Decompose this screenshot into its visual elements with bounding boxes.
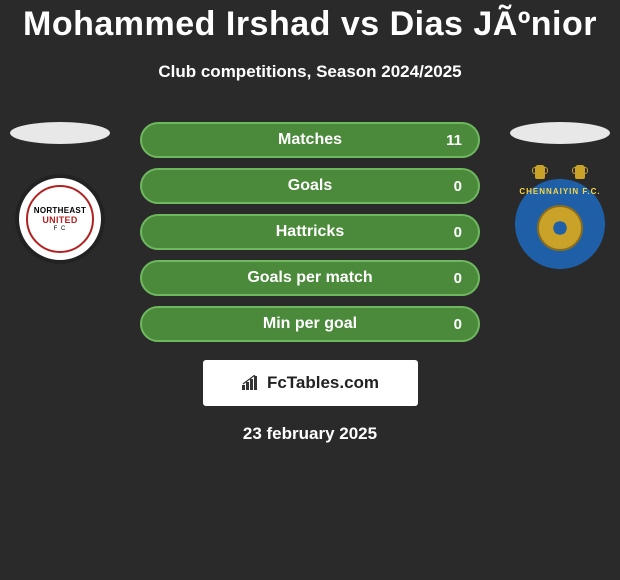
stat-right-value: 0 xyxy=(454,316,462,333)
trophy-icon xyxy=(535,165,545,179)
stat-right-value: 11 xyxy=(446,132,462,149)
badge-left-line3: F C xyxy=(54,226,67,232)
stat-row-goals-per-match: Goals per match 0 xyxy=(140,260,480,296)
stat-label: Goals xyxy=(288,177,332,195)
stat-right-value: 0 xyxy=(454,178,462,195)
badge-left-line2: UNITED xyxy=(42,215,77,225)
club-badge-left: NORTHEAST UNITED F C xyxy=(15,174,105,264)
page-title: Mohammed Irshad vs Dias JÃºnior xyxy=(0,5,620,44)
trophies-icon xyxy=(535,165,585,179)
badge-left-line1: NORTHEAST xyxy=(34,206,86,215)
comparison-card: Mohammed Irshad vs Dias JÃºnior Club com… xyxy=(0,0,620,444)
stat-label: Matches xyxy=(278,131,342,149)
chart-icon xyxy=(241,375,261,391)
stat-right-value: 0 xyxy=(454,224,462,241)
stat-row-matches: Matches 11 xyxy=(140,122,480,158)
player-right-column: CHENNAIYIN F.C. xyxy=(500,122,620,269)
stat-label: Min per goal xyxy=(263,315,357,333)
club-badge-right: CHENNAIYIN F.C. xyxy=(515,179,605,269)
stat-label: Goals per match xyxy=(247,269,372,287)
date-text: 23 february 2025 xyxy=(0,424,620,444)
stat-right-value: 0 xyxy=(454,270,462,287)
comparison-body: NORTHEAST UNITED F C Matches 11 Goals 0 … xyxy=(0,122,620,342)
stat-row-min-per-goal: Min per goal 0 xyxy=(140,306,480,342)
player-right-photo-placeholder xyxy=(510,122,610,144)
stat-row-hattricks: Hattricks 0 xyxy=(140,214,480,250)
subtitle: Club competitions, Season 2024/2025 xyxy=(0,62,620,82)
badge-right-face-icon xyxy=(544,212,576,244)
stat-label: Hattricks xyxy=(276,223,344,241)
badge-right-arc-text: CHENNAIYIN F.C. xyxy=(519,187,600,196)
branding-text: FcTables.com xyxy=(267,373,379,393)
player-left-photo-placeholder xyxy=(10,122,110,144)
trophy-icon xyxy=(575,165,585,179)
stats-table: Matches 11 Goals 0 Hattricks 0 Goals per… xyxy=(140,122,480,342)
stat-row-goals: Goals 0 xyxy=(140,168,480,204)
player-left-column: NORTHEAST UNITED F C xyxy=(0,122,120,264)
club-badge-left-inner: NORTHEAST UNITED F C xyxy=(26,185,94,253)
badge-right-emblem xyxy=(537,205,583,251)
branding-box: FcTables.com xyxy=(203,360,418,406)
